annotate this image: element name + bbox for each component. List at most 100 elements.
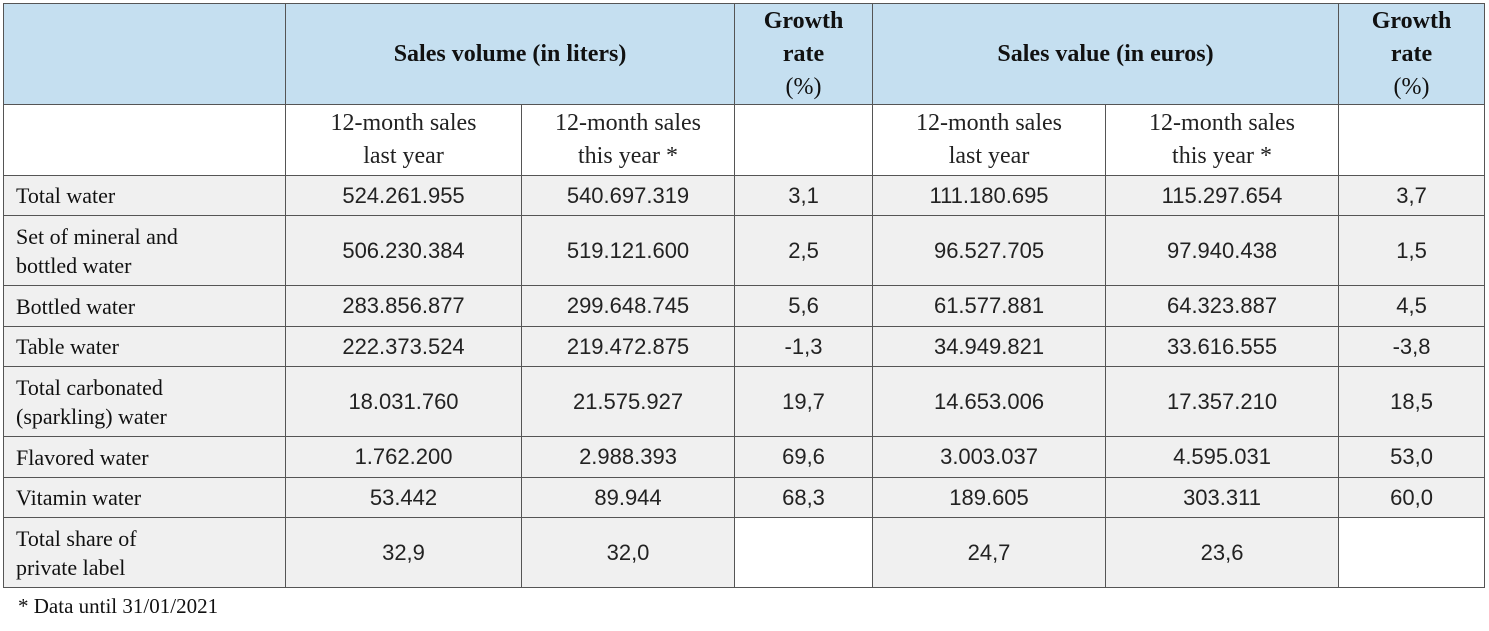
row-label: Vitamin water (3, 477, 286, 518)
row-label-line: Table water (16, 334, 119, 359)
subheader-line: last year (363, 143, 444, 169)
cell-vol-growth: 19,7 (734, 366, 874, 437)
cell-val-this: 115.297.654 (1105, 175, 1340, 216)
cell-val-growth: 4,5 (1338, 285, 1486, 327)
sales-value-header: Sales value (in euros) (872, 3, 1340, 105)
table-row: Total water 524.261.955 540.697.319 3,1 111.… (3, 175, 1486, 216)
growth-header-line: Growth (763, 7, 844, 34)
table-row: Vitamin water 53.442 89.944 68,3 189.605 303.… (3, 477, 1486, 518)
cell-vol-this: 540.697.319 (520, 175, 736, 216)
cell-val-last: 34.949.821 (872, 326, 1107, 367)
cell-vol-growth: 5,6 (734, 285, 874, 327)
cell-val-this: 17.357.210 (1105, 366, 1340, 437)
subheader-row: 12-month sales last year 12-month sales … (3, 104, 1486, 176)
row-label-line: Flavored water (16, 444, 149, 470)
row-label-line: (sparkling) water (16, 403, 167, 429)
cell-vol-this: 32,0 (520, 517, 736, 588)
volume-this-year-header: 12-month sales this year * (520, 104, 736, 176)
cell-val-last: 3.003.037 (872, 436, 1107, 478)
growth-header-line: rate (782, 40, 825, 67)
cell-val-last: 111.180.695 (872, 175, 1107, 216)
subheader-blank (1338, 104, 1486, 176)
cell-val-this: 64.323.887 (1105, 285, 1340, 327)
cell-vol-last: 53.442 (285, 477, 522, 518)
row-label-line: Vitamin water (16, 485, 142, 510)
row-label-line: Total water (16, 183, 116, 208)
growth-header-line: rate (1390, 40, 1433, 67)
cell-vol-last: 283.856.877 (285, 285, 522, 327)
row-label: Set of mineral and bottled water (3, 215, 286, 286)
row-label-line: bottled water (16, 252, 132, 278)
subheader-corner (3, 104, 286, 176)
row-label-line: Total carbonated (16, 374, 163, 400)
subheader-line: this year * (1172, 143, 1273, 169)
cell-val-last: 14.653.006 (872, 366, 1107, 437)
volume-growth-header: Growth rate (%) (734, 3, 874, 105)
cell-val-growth: -3,8 (1338, 326, 1486, 367)
row-label-line: Total share of (16, 525, 137, 551)
row-label: Table water (3, 326, 286, 367)
row-label-line: private label (16, 554, 126, 580)
cell-vol-this: 2.988.393 (520, 436, 736, 478)
cell-vol-growth (734, 517, 874, 588)
subheader-line: 12-month sales (916, 110, 1062, 136)
cell-val-this: 4.595.031 (1105, 436, 1340, 478)
value-this-year-header: 12-month sales this year * (1105, 104, 1340, 176)
row-label: Total carbonated (sparkling) water (3, 366, 286, 437)
sales-volume-header: Sales volume (in liters) (284, 3, 736, 105)
cell-vol-growth: 68,3 (734, 477, 874, 518)
cell-vol-this: 21.575.927 (520, 366, 736, 437)
volume-last-year-header: 12-month sales last year (285, 104, 522, 176)
subheader-line: 12-month sales (1149, 110, 1296, 136)
cell-vol-last: 524.261.955 (285, 175, 522, 216)
cell-vol-this: 219.472.875 (520, 326, 736, 367)
cell-vol-last: 1.762.200 (285, 436, 522, 478)
cell-val-growth: 60,0 (1338, 477, 1486, 518)
table-row: Total carbonated (sparkling) water 18.031.… (3, 366, 1486, 437)
cell-val-this: 303.311 (1105, 477, 1340, 518)
footnote: * Data until 31/01/2021 (18, 594, 219, 618)
subheader-line: last year (948, 143, 1030, 169)
cell-val-last: 189.605 (872, 477, 1107, 518)
cell-vol-growth: 3,1 (734, 175, 874, 216)
cell-vol-last: 506.230.384 (285, 215, 522, 286)
cell-val-growth: 53,0 (1338, 436, 1486, 478)
cell-vol-last: 18.031.760 (285, 366, 522, 437)
value-growth-header: Growth rate (%) (1338, 3, 1486, 105)
cell-val-growth: 1,5 (1338, 215, 1486, 286)
table-row: Table water 222.373.524 219.472.875 -1,3 34.… (3, 326, 1486, 367)
row-label-line: Set of mineral and (16, 223, 178, 249)
cell-vol-growth: 69,6 (734, 436, 874, 478)
subheader-line: 12-month sales (555, 110, 701, 136)
cell-val-this: 97.940.438 (1105, 215, 1340, 286)
table-row: Total share of private label 32,9 32,0 24,7 2… (3, 517, 1486, 588)
cell-vol-this: 89.944 (520, 477, 736, 518)
cell-vol-last: 32,9 (285, 517, 522, 588)
cell-vol-growth: -1,3 (734, 326, 874, 367)
cell-vol-last: 222.373.524 (285, 326, 522, 367)
row-label: Total share of private label (3, 517, 286, 588)
growth-header-line: Growth (1371, 7, 1452, 34)
cell-val-this: 23,6 (1105, 517, 1340, 588)
cell-val-last: 96.527.705 (872, 215, 1107, 286)
cell-val-growth: 18,5 (1338, 366, 1486, 437)
cell-vol-growth: 2,5 (734, 215, 874, 286)
table-row: Set of mineral and bottled water 506.230.3… (3, 215, 1486, 286)
header-row: Sales volume (in liters) Growth rate (%)… (3, 3, 1486, 105)
row-label-line: Bottled water (16, 293, 136, 319)
corner-cell (3, 3, 286, 105)
cell-val-last: 61.577.881 (872, 285, 1107, 327)
cell-val-this: 33.616.555 (1105, 326, 1340, 367)
water-sales-table: Sales volume (in liters) Growth rate (%)… (3, 3, 1486, 588)
table-row: Flavored water 1.762.200 2.988.393 69,6 3.00… (3, 436, 1486, 478)
cell-val-growth (1338, 517, 1486, 588)
row-label: Total water (3, 175, 286, 216)
subheader-line: 12-month sales (330, 110, 477, 136)
cell-vol-this: 519.121.600 (520, 215, 736, 286)
subheader-blank (734, 104, 874, 176)
cell-val-growth: 3,7 (1338, 175, 1486, 216)
cell-val-last: 24,7 (872, 517, 1107, 588)
growth-header-line: (%) (785, 73, 822, 100)
growth-header-line: (%) (1393, 73, 1430, 100)
row-label: Flavored water (3, 436, 286, 478)
